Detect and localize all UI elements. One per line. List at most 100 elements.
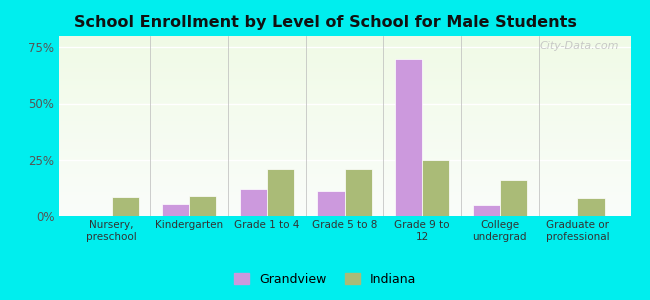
Bar <box>58 126 630 127</box>
Bar <box>58 137 630 138</box>
Bar <box>58 40 630 41</box>
Bar <box>58 149 630 150</box>
Bar <box>58 130 630 131</box>
Bar <box>58 69 630 70</box>
Bar <box>58 148 630 149</box>
Bar <box>58 132 630 133</box>
Bar <box>58 166 630 167</box>
Bar <box>58 209 630 210</box>
Bar <box>58 76 630 77</box>
Bar <box>58 201 630 202</box>
Bar <box>58 165 630 166</box>
Bar <box>58 202 630 203</box>
Bar <box>58 105 630 106</box>
Bar <box>58 127 630 128</box>
Bar <box>58 140 630 141</box>
Bar <box>58 74 630 75</box>
Bar <box>58 58 630 59</box>
Bar <box>58 43 630 44</box>
Bar <box>58 97 630 98</box>
Bar <box>58 151 630 152</box>
Bar <box>58 49 630 50</box>
Bar <box>58 106 630 107</box>
Bar <box>162 204 189 216</box>
Bar <box>58 170 630 171</box>
Bar <box>58 44 630 45</box>
Bar <box>58 192 630 193</box>
Bar <box>58 189 630 190</box>
Bar <box>58 99 630 100</box>
Bar <box>58 38 630 39</box>
Bar <box>58 91 630 92</box>
Bar <box>58 90 630 91</box>
Bar <box>58 186 630 187</box>
Bar <box>58 197 630 198</box>
Bar <box>58 120 630 121</box>
Bar <box>267 169 294 216</box>
Bar <box>58 81 630 82</box>
Bar <box>58 73 630 74</box>
Bar <box>58 47 630 48</box>
Bar <box>58 37 630 38</box>
Bar <box>58 129 630 130</box>
Bar <box>58 68 630 69</box>
Bar <box>58 59 630 60</box>
Bar <box>58 190 630 191</box>
Bar <box>58 78 630 79</box>
Bar <box>58 134 630 135</box>
Bar <box>58 179 630 180</box>
Bar <box>58 207 630 208</box>
Bar <box>58 61 630 62</box>
Bar <box>58 123 630 124</box>
Bar <box>58 145 630 146</box>
Text: City-Data.com: City-Data.com <box>540 41 619 51</box>
Bar <box>58 102 630 103</box>
Bar <box>58 177 630 178</box>
Bar <box>58 136 630 137</box>
Bar <box>58 36 630 37</box>
Bar <box>58 164 630 165</box>
Bar <box>58 53 630 54</box>
Bar <box>58 203 630 204</box>
Bar <box>58 124 630 125</box>
Bar <box>58 159 630 160</box>
Bar <box>58 181 630 182</box>
Bar <box>58 202 630 203</box>
Bar <box>58 138 630 139</box>
Bar <box>58 85 630 86</box>
Bar <box>58 182 630 183</box>
Bar <box>58 184 630 185</box>
Bar <box>58 67 630 68</box>
Bar <box>58 150 630 151</box>
Bar <box>58 161 630 162</box>
Bar <box>58 109 630 110</box>
Bar <box>58 211 630 212</box>
Bar <box>58 176 630 177</box>
Bar <box>500 180 527 216</box>
Bar <box>58 131 630 132</box>
Bar <box>58 204 630 205</box>
Bar <box>58 57 630 58</box>
Bar <box>240 189 267 216</box>
Bar <box>422 160 449 216</box>
Bar <box>58 168 630 169</box>
Bar <box>58 208 630 209</box>
Bar <box>58 135 630 136</box>
Bar <box>58 175 630 176</box>
Bar <box>58 196 630 197</box>
Bar <box>58 83 630 84</box>
Bar <box>58 107 630 108</box>
Bar <box>58 42 630 43</box>
Bar <box>58 215 630 216</box>
Bar <box>58 206 630 207</box>
Bar <box>317 191 344 216</box>
Bar <box>58 139 630 140</box>
Bar <box>58 171 630 172</box>
Bar <box>58 84 630 85</box>
Bar <box>58 64 630 65</box>
Bar <box>473 205 500 216</box>
Bar <box>58 86 630 87</box>
Bar <box>58 52 630 53</box>
Bar <box>58 194 630 195</box>
Bar <box>58 199 630 200</box>
